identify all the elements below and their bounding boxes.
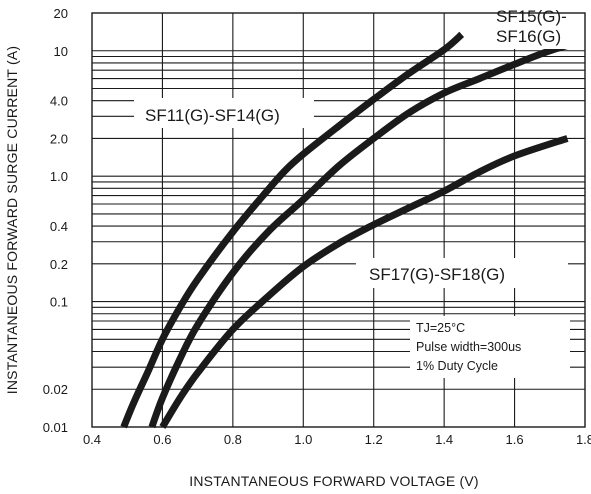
x-tick-label: 1.8 [576, 432, 591, 447]
y-tick-label: 0.02 [43, 382, 68, 397]
x-tick-label: 1.0 [294, 432, 312, 447]
series-label-sf15-sf16-line2: SF16(G) [496, 27, 561, 46]
x-tick-label: 1.4 [435, 432, 453, 447]
y-tick-label: 0.01 [43, 420, 68, 435]
x-axis-title: INSTANTANEOUS FORWARD VOLTAGE (V) [189, 473, 478, 489]
x-tick-label: 0.6 [153, 432, 171, 447]
y-tick-label: 10 [54, 44, 68, 59]
note-duty-cycle: 1% Duty Cycle [416, 359, 498, 373]
y-tick-label: 2.0 [50, 131, 68, 146]
series-label-sf17-sf18: SF17(G)-SF18(G) [369, 265, 505, 284]
y-axis-title: INSTANTANEOUS FORWARD SURGE CURRENT (A) [4, 46, 20, 394]
y-tick-label: 0.1 [50, 295, 68, 310]
note-pulse-width: Pulse width=300us [416, 340, 521, 354]
y-tick-label: 20 [54, 6, 68, 21]
series-label-sf15-sf16-line1: SF15(G)- [496, 7, 567, 26]
y-tick-label: 0.2 [50, 257, 68, 272]
y-tick-label: 1.0 [50, 169, 68, 184]
y-tick-label: 0.4 [50, 219, 68, 234]
note-temperature: TJ=25°C [416, 321, 465, 335]
series-label-sf11-sf14: SF11(G)-SF14(G) [145, 106, 280, 125]
y-tick-label: 4.0 [50, 94, 68, 109]
x-tick-label: 1.2 [365, 432, 383, 447]
x-tick-label: 0.8 [224, 432, 242, 447]
x-tick-label: 1.6 [506, 432, 524, 447]
x-tick-label: 0.4 [83, 432, 101, 447]
